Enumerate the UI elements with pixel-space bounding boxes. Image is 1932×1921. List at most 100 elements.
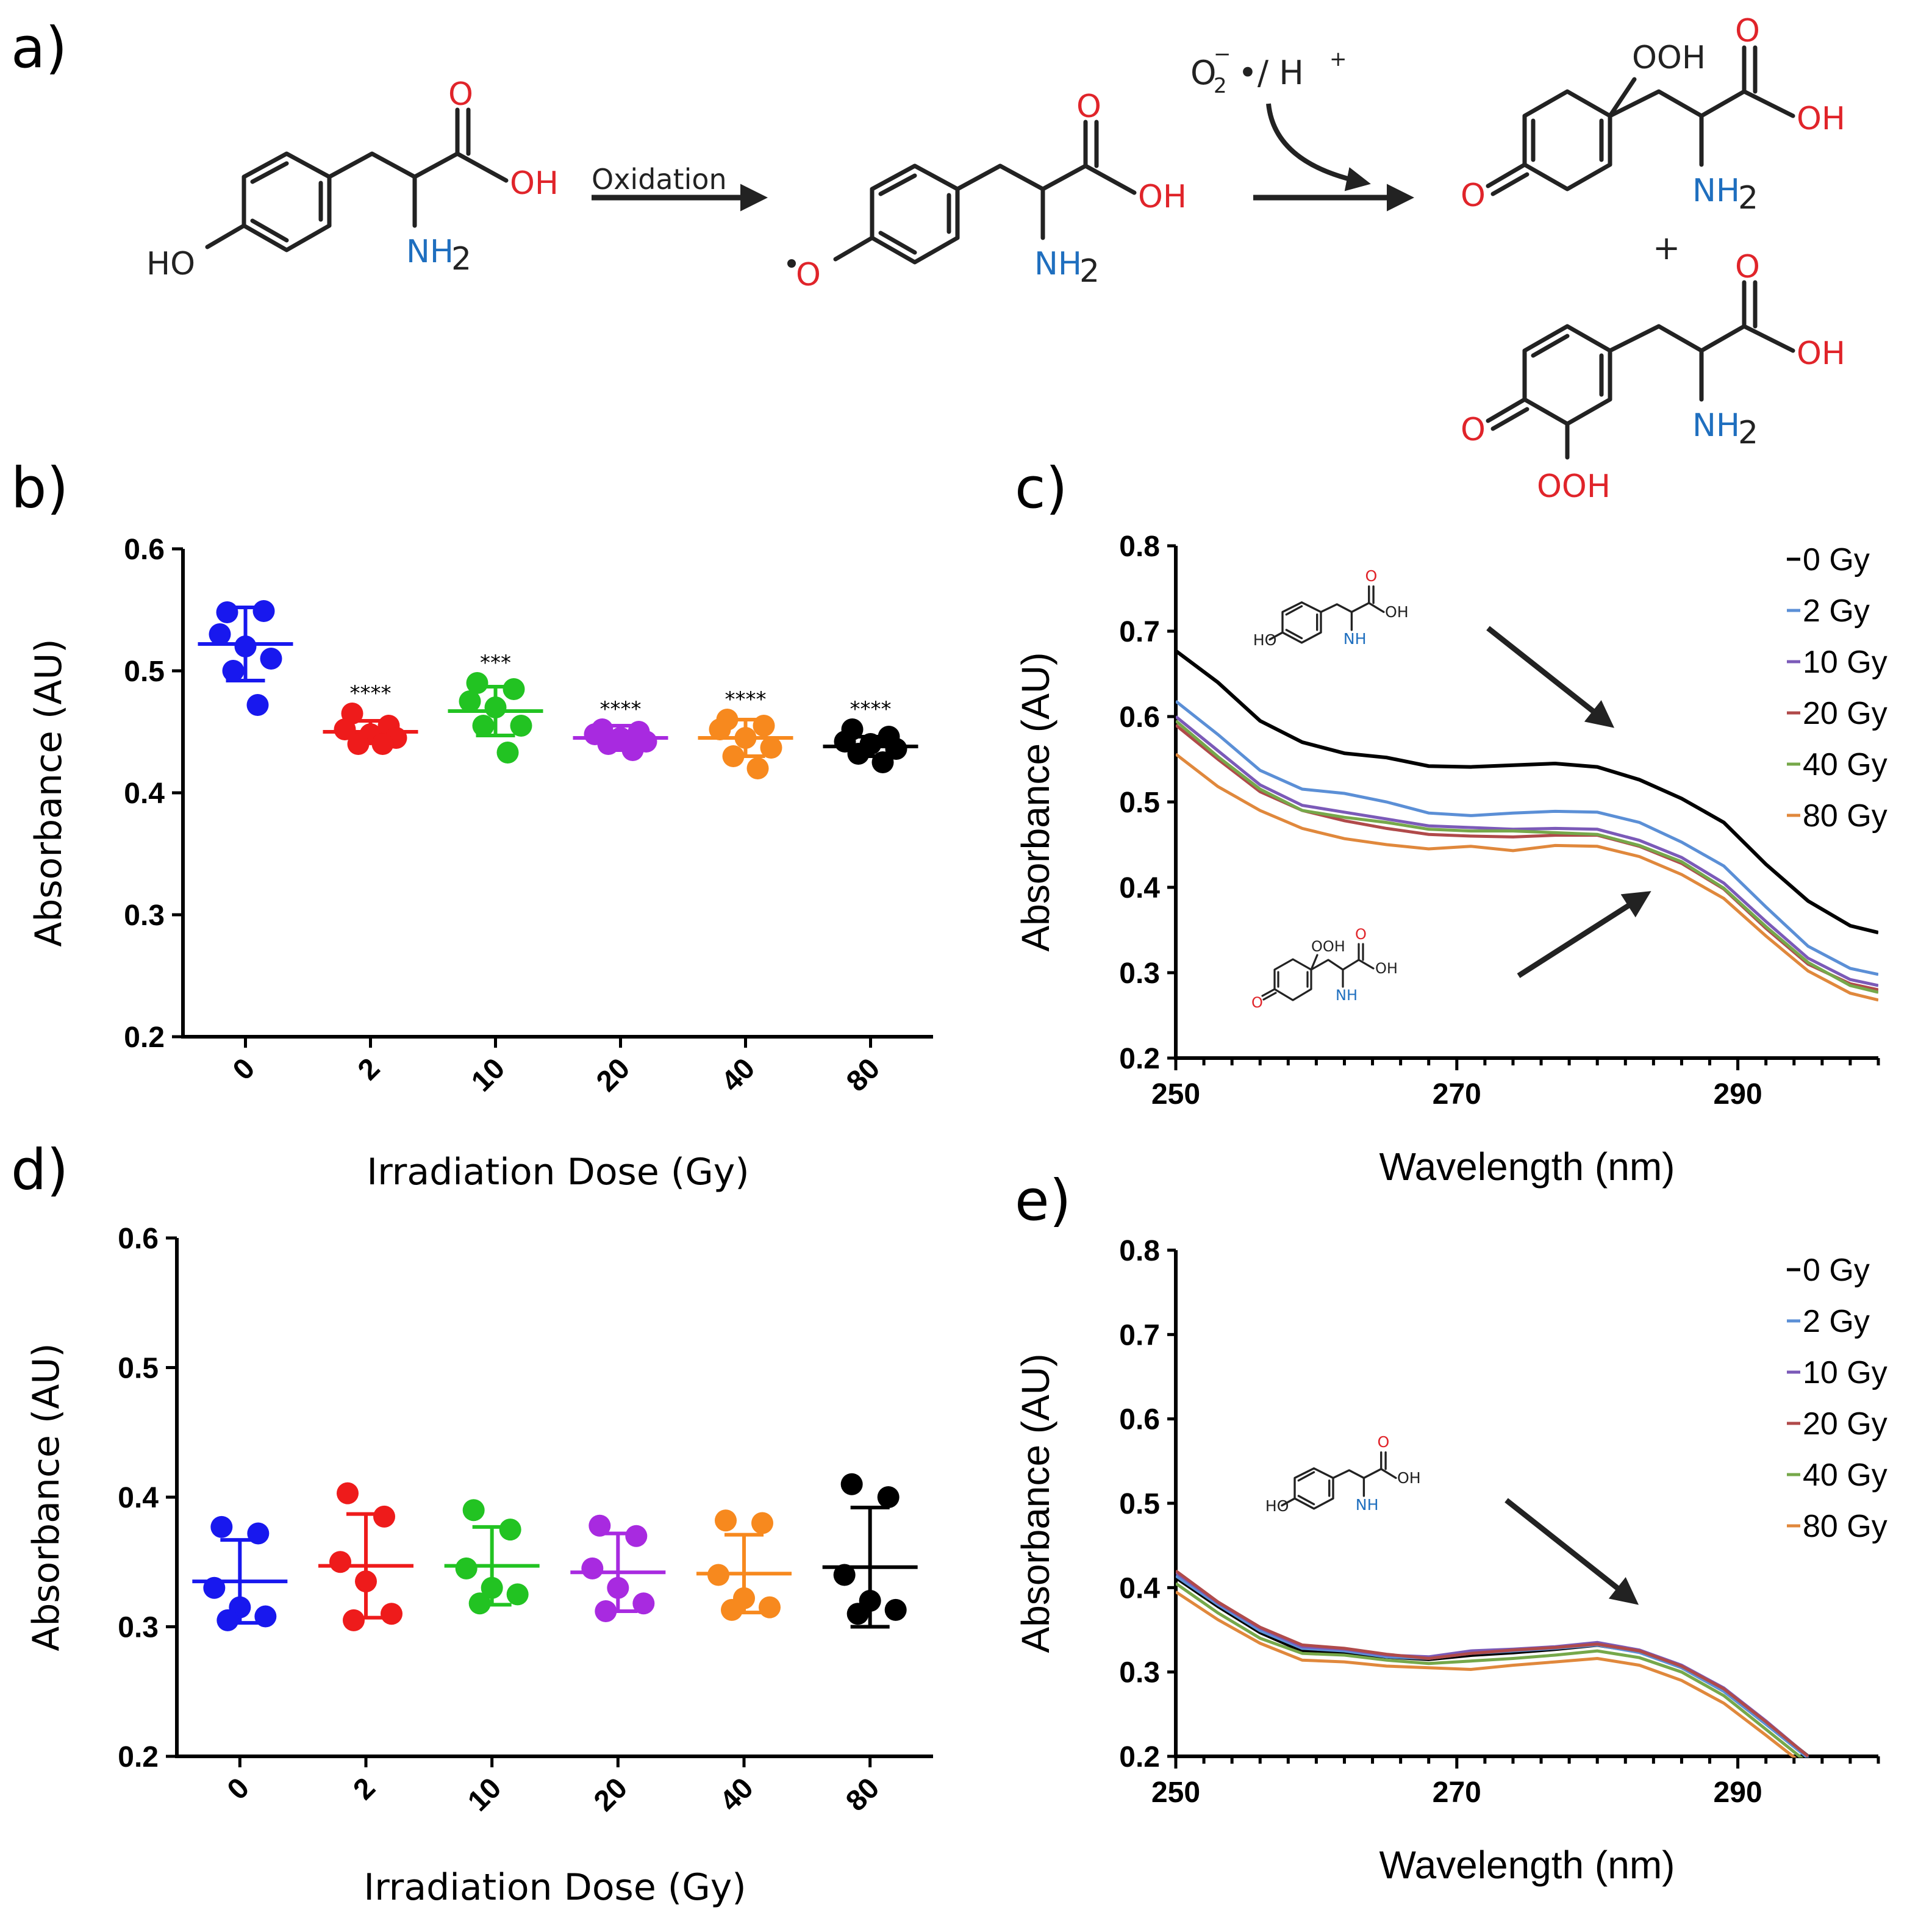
svg-text:2: 2 — [451, 241, 471, 277]
plus-sign: + — [1653, 229, 1680, 267]
chart-c: 0.2 0.3 0.4 0.5 0.6 0.7 0.8 250 270 290 0 Gy 2 Gy 10… — [1014, 531, 1887, 1189]
data-point — [466, 672, 488, 694]
series-line-2 — [1176, 1571, 1809, 1758]
reagent-sup: − — [1214, 42, 1231, 66]
series-line-3 — [1176, 1569, 1809, 1758]
svg-text:2: 2 — [1738, 180, 1758, 216]
series-line-0 — [1176, 649, 1878, 935]
x-tick-label: 40 — [715, 1052, 761, 1098]
series-40: **** — [698, 687, 793, 779]
data-point — [589, 1514, 611, 1537]
x-tick-label: 250 — [1151, 1776, 1200, 1809]
x-tick-label: 40 — [714, 1772, 760, 1817]
svg-text:OOH: OOH — [1632, 40, 1706, 76]
data-point — [210, 1515, 233, 1538]
data-point — [595, 1600, 617, 1622]
svg-text:NH: NH — [1034, 246, 1082, 282]
svg-text:HO: HO — [146, 246, 195, 282]
data-point — [734, 727, 757, 749]
arrow-e — [1504, 1498, 1639, 1605]
svg-text:NH: NH — [1336, 987, 1358, 1004]
x-tick-label: 2 — [352, 1052, 386, 1086]
data-point — [877, 1486, 900, 1508]
data-point — [496, 742, 519, 764]
x-tick-label: 10 — [465, 1052, 511, 1098]
data-point — [371, 733, 394, 755]
series-20: **** — [573, 697, 668, 761]
svg-text:O: O — [1355, 926, 1367, 943]
x-tick-label: 290 — [1714, 1078, 1762, 1111]
x-axis-title: Wavelength (nm) — [1379, 1843, 1675, 1887]
inset-product-c: OOH O OH O NH — [1251, 926, 1398, 1011]
data-point — [455, 1557, 478, 1579]
svg-text:OH: OH — [1797, 101, 1845, 137]
data-point — [246, 694, 269, 716]
series-line-2 — [1176, 715, 1878, 987]
x-tick-label: 270 — [1433, 1078, 1481, 1111]
y-tick-label: 0.4 — [1119, 1572, 1160, 1604]
data-point — [222, 660, 245, 682]
data-point — [216, 1609, 239, 1631]
svg-text:NH: NH — [1692, 173, 1740, 209]
y-tick-label: 0.4 — [1119, 872, 1160, 904]
y-tick-label: 0.2 — [1119, 1741, 1160, 1773]
svg-text:OH: OH — [1797, 335, 1845, 372]
svg-text:O: O — [1251, 994, 1263, 1011]
x-tick-label: 80 — [840, 1052, 886, 1098]
x-tick-label: 20 — [590, 1052, 636, 1098]
data-point — [347, 733, 370, 755]
data-point — [632, 1592, 655, 1615]
y-tick-label: 0.3 — [118, 1612, 159, 1644]
data-point — [871, 751, 894, 773]
data-point — [355, 1570, 377, 1593]
series-line-4 — [1176, 720, 1878, 994]
data-point — [847, 743, 870, 765]
series-2: **** — [323, 681, 418, 755]
data-point — [721, 1598, 743, 1621]
legend-label: 2 Gy — [1803, 593, 1870, 629]
svg-text:O: O — [1076, 88, 1101, 125]
data-point — [254, 1605, 277, 1628]
series-line-5 — [1176, 1590, 1797, 1758]
data-point — [247, 1522, 270, 1545]
legend-label: 20 Gy — [1803, 1406, 1887, 1442]
plot-area — [1176, 1569, 1809, 1758]
y-tick-label: 0.6 — [1119, 701, 1160, 734]
data-point — [503, 678, 525, 700]
data-point — [840, 1473, 863, 1495]
legend-label: 80 Gy — [1803, 1509, 1887, 1544]
data-point — [499, 1519, 521, 1541]
data-point — [884, 1598, 907, 1621]
x-axis-title: Irradiation Dose (Gy) — [363, 1866, 746, 1909]
svg-text:2: 2 — [1738, 415, 1758, 451]
panel-label-c: c) — [1015, 456, 1067, 521]
data-point — [234, 635, 257, 657]
reagent-plus: + — [1329, 47, 1347, 71]
data-point — [260, 648, 282, 670]
data-point — [621, 739, 644, 761]
reagent-o: O — [1190, 54, 1217, 92]
inset-tyrosine-e — [1264, 1432, 1422, 1516]
y-tick-label: 0.6 — [1119, 1404, 1160, 1436]
data-point — [581, 1557, 604, 1579]
data-point — [216, 601, 238, 623]
data-point — [751, 1512, 773, 1534]
chart-e: 0.2 0.3 0.4 0.5 0.6 0.7 0.8 250 270 290 0 Gy 2 Gy 10… — [1014, 1235, 1887, 1887]
data-point — [510, 715, 532, 737]
data-point — [462, 1499, 485, 1522]
series-0 — [198, 600, 293, 716]
panel-label-d: d) — [11, 1137, 68, 1203]
data-point — [252, 600, 275, 622]
data-point — [506, 1583, 529, 1606]
axes-frame — [175, 1238, 933, 1758]
significance-label: **** — [600, 697, 642, 721]
y-tick-label: 0.7 — [1119, 616, 1160, 648]
data-point — [337, 1482, 359, 1504]
arrow-c-top — [1486, 626, 1615, 728]
x-tick-label: 20 — [588, 1772, 634, 1817]
legend-label: 80 Gy — [1803, 798, 1887, 834]
x-tick-label: 80 — [840, 1772, 886, 1817]
legend-label: 2 Gy — [1803, 1304, 1870, 1339]
y-axis-title: Absorbance (AU) — [1014, 1354, 1057, 1653]
x-tick-label: 250 — [1151, 1078, 1200, 1111]
